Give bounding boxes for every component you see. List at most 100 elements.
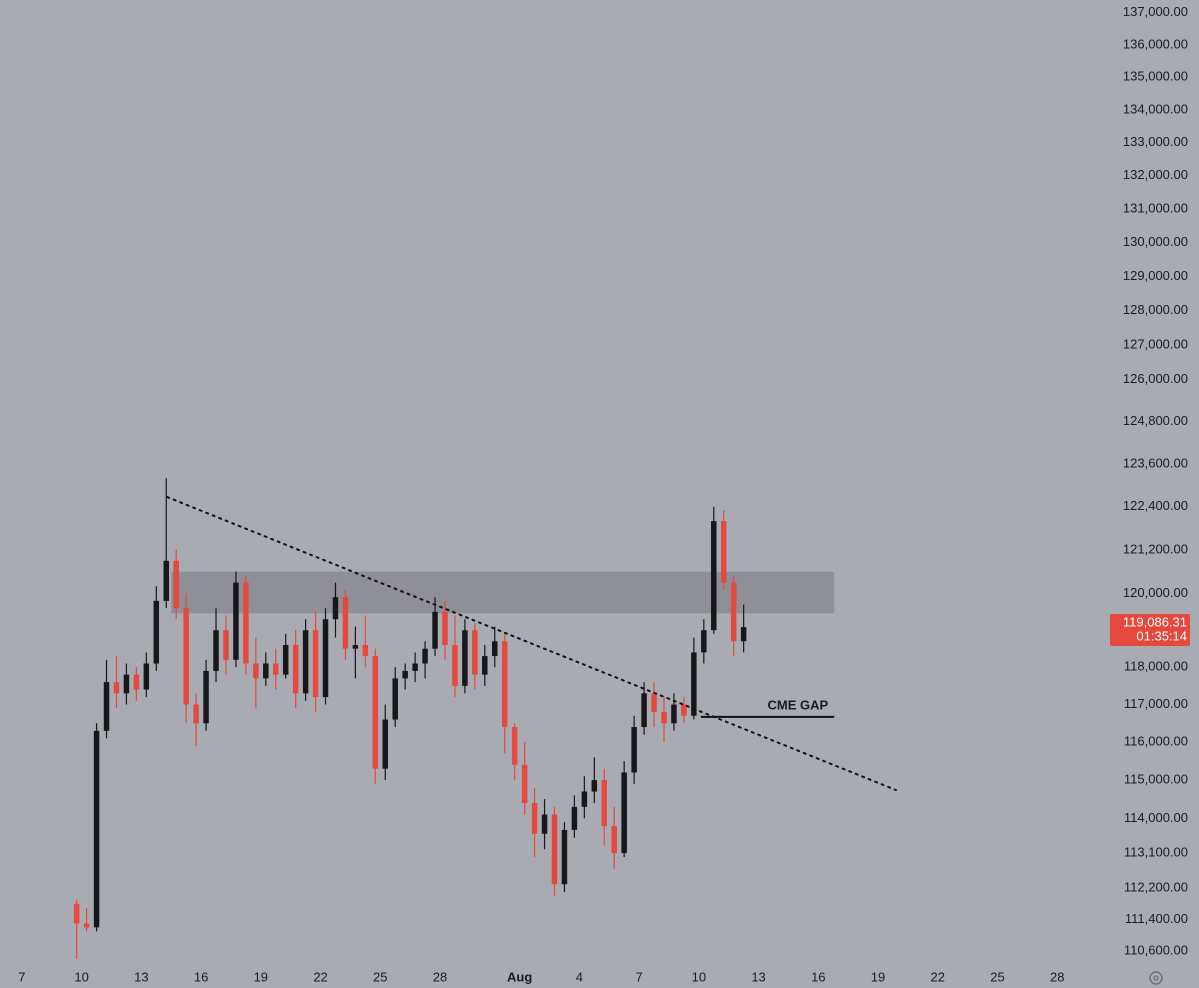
y-tick-label: 113,100.00	[1124, 845, 1188, 860]
y-tick-label: 115,000.00	[1124, 772, 1188, 787]
candle-body	[472, 630, 478, 675]
candle-body	[671, 704, 677, 724]
candle-body	[531, 803, 538, 834]
x-tick-label: 28	[433, 969, 447, 984]
trendline	[166, 496, 897, 792]
settings-icon[interactable]	[1149, 971, 1163, 985]
candle-body	[661, 712, 667, 724]
candle-body	[711, 521, 717, 631]
candle-body	[342, 597, 349, 649]
candle-body	[392, 678, 398, 720]
candle-body	[541, 814, 548, 834]
candle-body	[701, 630, 707, 653]
candle-body	[462, 630, 468, 686]
candle-body	[233, 582, 239, 660]
candle-body	[83, 923, 90, 928]
candle-body	[511, 727, 518, 765]
candle-body	[591, 780, 598, 792]
x-tick-label: 4	[576, 969, 583, 984]
y-tick-label: 117,000.00	[1124, 696, 1188, 711]
candle-body	[113, 682, 120, 694]
candle-body	[93, 730, 100, 928]
candle-body	[292, 644, 299, 694]
y-tick-label: 118,000.00	[1124, 659, 1188, 674]
y-tick-label: 136,000.00	[1123, 36, 1188, 51]
candle-body	[571, 806, 578, 830]
candle-body	[103, 682, 110, 731]
candle-body	[482, 656, 488, 675]
x-tick-label: 25	[373, 969, 387, 984]
candle-body	[302, 630, 309, 694]
candle-body	[143, 663, 150, 690]
candle-body	[263, 663, 269, 679]
x-tick-label: Aug	[507, 969, 532, 984]
countdown-label: 01:35:14	[1136, 628, 1187, 643]
y-tick-label: 126,000.00	[1123, 371, 1188, 386]
y-tick-label: 132,000.00	[1123, 167, 1188, 182]
y-tick-label: 121,200.00	[1123, 541, 1188, 556]
candle-body	[452, 644, 458, 686]
y-tick-label: 134,000.00	[1123, 101, 1188, 116]
gear[interactable]	[1149, 971, 1163, 985]
y-tick-label: 112,200.00	[1124, 880, 1188, 895]
candle-body	[362, 644, 369, 657]
candle-body	[561, 829, 568, 885]
y-tick-label: 123,600.00	[1123, 455, 1188, 470]
gear-center[interactable]	[1153, 975, 1159, 981]
candle-body	[651, 693, 657, 713]
candle-body	[332, 597, 339, 620]
y-tick-label: 122,400.00	[1123, 498, 1188, 513]
candle-body	[243, 582, 249, 664]
candle-body	[73, 903, 80, 924]
candle-body	[740, 627, 747, 642]
candle-body	[681, 704, 687, 716]
candle-body	[193, 704, 199, 724]
candle-body	[352, 644, 359, 649]
candle-body	[173, 560, 179, 609]
x-tick-label: 13	[134, 969, 148, 984]
x-tick-label: 16	[811, 969, 825, 984]
x-tick-label: 19	[871, 969, 885, 984]
x-tick-label: 19	[254, 969, 268, 984]
y-tick-label: 127,000.00	[1123, 336, 1188, 351]
y-tick-label: 129,000.00	[1123, 268, 1188, 283]
x-tick-label: 7	[18, 969, 25, 984]
y-tick-label: 124,800.00	[1123, 413, 1188, 428]
x-tick-label: 28	[1050, 969, 1064, 984]
candle-body	[253, 663, 259, 679]
y-tick-label: 111,400.00	[1125, 911, 1188, 926]
candle-body	[611, 826, 617, 854]
y-tick-label: 135,000.00	[1123, 69, 1188, 84]
y-tick-label: 133,000.00	[1123, 134, 1188, 149]
price-tag	[1110, 614, 1190, 647]
candle-body	[412, 663, 418, 671]
x-tick-label: 25	[990, 969, 1004, 984]
candle-body	[601, 780, 608, 827]
candle-body	[153, 600, 160, 664]
x-tick-label: 22	[931, 969, 945, 984]
candle-body	[521, 764, 528, 804]
y-tick-label: 130,000.00	[1123, 234, 1188, 249]
candle-body	[133, 674, 140, 690]
candle-body	[402, 670, 408, 679]
candle-body	[123, 674, 130, 694]
y-tick-label: 120,000.00	[1123, 585, 1188, 600]
candle-body	[223, 630, 229, 660]
candle-body	[581, 791, 588, 807]
candle-body	[213, 630, 219, 671]
candle-body	[551, 814, 558, 885]
candle-body	[183, 608, 189, 705]
candle-body	[322, 619, 329, 698]
y-tick-label: 110,600.00	[1124, 943, 1188, 958]
candle-body	[163, 560, 169, 601]
candle-body	[282, 644, 289, 675]
x-tick-label: 10	[74, 969, 88, 984]
candle-body	[422, 648, 428, 664]
candle-body	[312, 630, 319, 698]
y-tick-label: 131,000.00	[1123, 201, 1188, 216]
candle-body	[442, 611, 448, 645]
y-tick-label: 116,000.00	[1124, 734, 1188, 749]
x-tick-label: 22	[313, 969, 327, 984]
y-tick-label: 137,000.00	[1123, 4, 1188, 19]
